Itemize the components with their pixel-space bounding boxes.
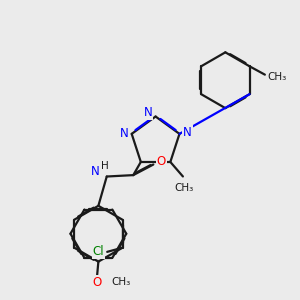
Text: CH₃: CH₃ bbox=[175, 183, 194, 194]
Text: O: O bbox=[92, 275, 102, 289]
Text: H: H bbox=[101, 161, 109, 171]
Text: N: N bbox=[119, 128, 128, 140]
Text: CH₃: CH₃ bbox=[112, 277, 131, 287]
Text: N: N bbox=[183, 126, 192, 139]
Text: N: N bbox=[91, 165, 99, 178]
Text: CH₃: CH₃ bbox=[268, 72, 287, 82]
Text: O: O bbox=[157, 155, 166, 168]
Text: N: N bbox=[143, 106, 152, 119]
Text: Cl: Cl bbox=[92, 245, 104, 258]
